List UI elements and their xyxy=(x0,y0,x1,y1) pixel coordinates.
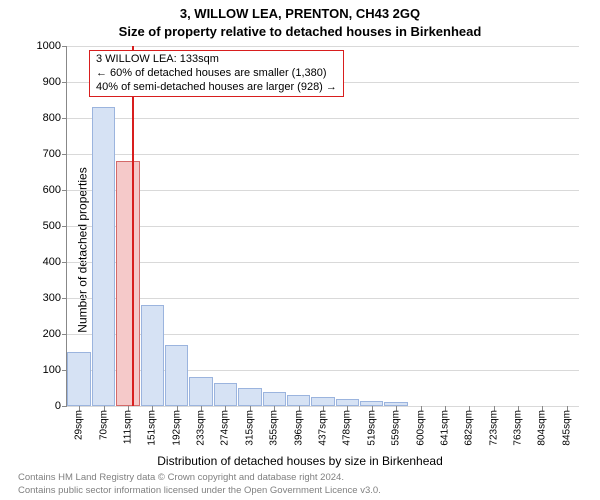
chart-title-line2: Size of property relative to detached ho… xyxy=(0,24,600,39)
ytick-label: 300 xyxy=(43,292,61,304)
gridline xyxy=(67,298,579,299)
bar xyxy=(189,377,212,406)
gridline xyxy=(67,190,579,191)
bar xyxy=(67,352,90,406)
ytick-mark xyxy=(62,406,67,407)
ytick-mark xyxy=(62,334,67,335)
xtick-label: 437sqm xyxy=(318,410,329,446)
xtick-label: 29sqm xyxy=(74,410,85,440)
gridline xyxy=(67,154,579,155)
bar xyxy=(92,107,115,406)
ytick-mark xyxy=(62,226,67,227)
xtick-label: 315sqm xyxy=(244,410,255,446)
ytick-mark xyxy=(62,46,67,47)
ytick-label: 900 xyxy=(43,76,61,88)
xtick-label: 641sqm xyxy=(439,410,450,446)
bar xyxy=(238,388,261,406)
gridline xyxy=(67,46,579,47)
xtick-label: 519sqm xyxy=(366,410,377,446)
xtick-label: 70sqm xyxy=(98,410,109,440)
ytick-label: 1000 xyxy=(37,40,61,52)
ytick-mark xyxy=(62,118,67,119)
ytick-label: 0 xyxy=(55,400,61,412)
bar xyxy=(287,395,310,406)
annotation-line1: 3 WILLOW LEA: 133sqm xyxy=(96,53,337,67)
bar xyxy=(214,383,237,406)
annotation-box: 3 WILLOW LEA: 133sqm← 60% of detached ho… xyxy=(89,50,344,97)
ytick-mark xyxy=(62,262,67,263)
xtick-label: 600sqm xyxy=(415,410,426,446)
xtick-label: 804sqm xyxy=(537,410,548,446)
gridline xyxy=(67,118,579,119)
xtick-label: 396sqm xyxy=(293,410,304,446)
bar xyxy=(141,305,164,406)
chart-title-line1: 3, WILLOW LEA, PRENTON, CH43 2GQ xyxy=(0,6,600,21)
annotation-line3: 40% of semi-detached houses are larger (… xyxy=(96,81,337,95)
ytick-label: 600 xyxy=(43,184,61,196)
bar xyxy=(165,345,188,406)
plot-area: 0100200300400500600700800900100029sqm70s… xyxy=(66,46,579,407)
ytick-mark xyxy=(62,82,67,83)
xtick-label: 274sqm xyxy=(220,410,231,446)
xtick-label: 478sqm xyxy=(342,410,353,446)
xtick-label: 111sqm xyxy=(122,410,133,444)
ytick-label: 700 xyxy=(43,148,61,160)
xtick-label: 559sqm xyxy=(391,410,402,446)
footer-line1: Contains HM Land Registry data © Crown c… xyxy=(18,472,344,483)
ytick-mark xyxy=(62,190,67,191)
ytick-label: 100 xyxy=(43,364,61,376)
gridline xyxy=(67,226,579,227)
gridline xyxy=(67,262,579,263)
reference-line xyxy=(132,46,134,406)
xtick-label: 723sqm xyxy=(488,410,499,446)
x-axis-label: Distribution of detached houses by size … xyxy=(0,454,600,468)
xtick-label: 763sqm xyxy=(513,410,524,446)
ytick-mark xyxy=(62,370,67,371)
ytick-label: 500 xyxy=(43,220,61,232)
bar xyxy=(311,397,334,406)
xtick-label: 355sqm xyxy=(269,410,280,446)
ytick-label: 200 xyxy=(43,328,61,340)
bar xyxy=(263,392,286,406)
ytick-mark xyxy=(62,154,67,155)
bar xyxy=(336,399,359,406)
ytick-label: 800 xyxy=(43,112,61,124)
xtick-label: 233sqm xyxy=(196,410,207,446)
xtick-label: 192sqm xyxy=(171,410,182,446)
bar-highlight xyxy=(116,161,139,406)
xtick-label: 682sqm xyxy=(464,410,475,446)
chart-container: 3, WILLOW LEA, PRENTON, CH43 2GQ Size of… xyxy=(0,0,600,500)
footer-line2: Contains public sector information licen… xyxy=(18,485,381,496)
ytick-label: 400 xyxy=(43,256,61,268)
ytick-mark xyxy=(62,298,67,299)
xtick-label: 845sqm xyxy=(561,410,572,446)
xtick-label: 151sqm xyxy=(147,410,158,446)
annotation-line2: ← 60% of detached houses are smaller (1,… xyxy=(96,67,337,81)
